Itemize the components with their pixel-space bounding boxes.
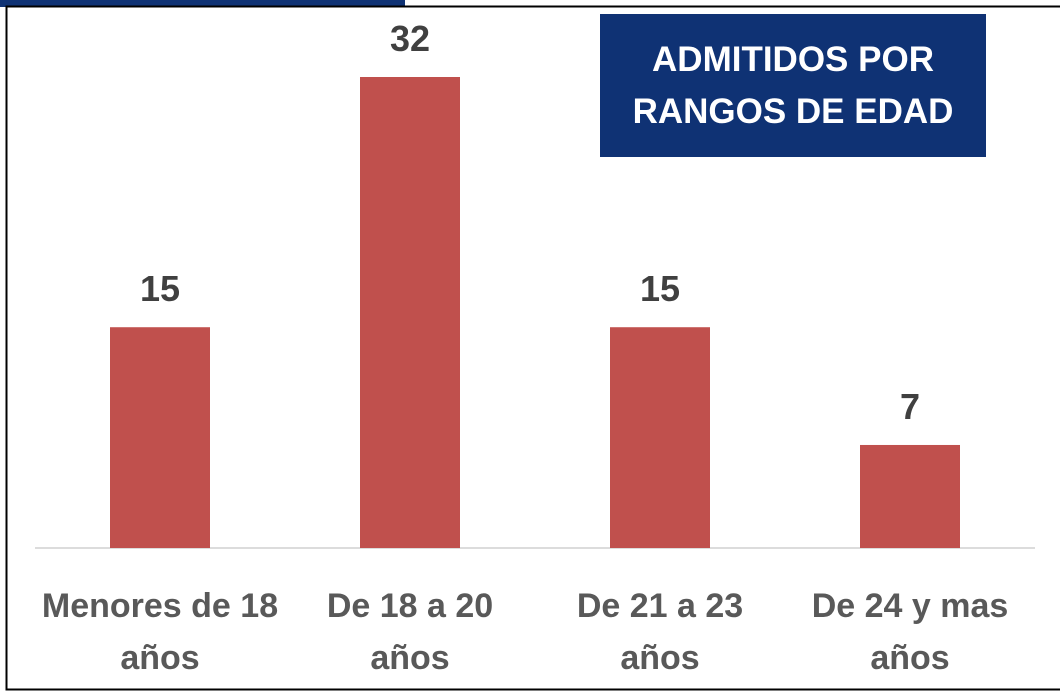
bar [110, 327, 210, 548]
top-strip [0, 0, 405, 7]
bar [360, 77, 460, 548]
x-tick-label: De 18 a 20 años [326, 587, 494, 677]
chart-title: ADMITIDOS POR RANGOS DE EDAD [600, 14, 986, 157]
value-label: 7 [900, 386, 920, 427]
bar [860, 444, 960, 548]
bar [610, 327, 710, 548]
x-tick-label: De 24 y mas años [811, 587, 1009, 677]
value-label: 15 [140, 268, 180, 309]
value-label: 32 [390, 18, 430, 59]
x-tick-label: Menores de 18 años [41, 587, 279, 677]
x-tick-label: De 21 a 23 años [576, 587, 744, 677]
value-label: 15 [640, 268, 680, 309]
frame [5, 5, 1060, 691]
